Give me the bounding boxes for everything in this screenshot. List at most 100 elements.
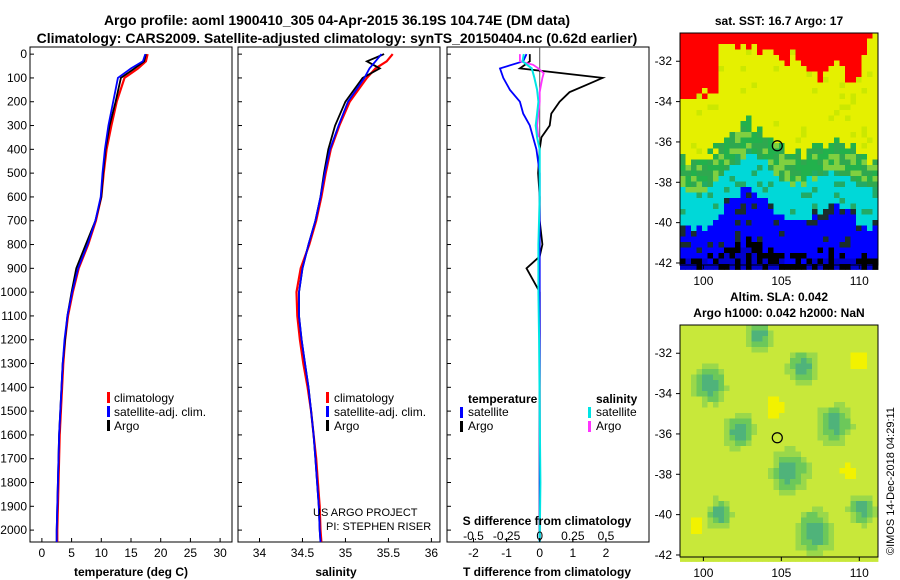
lat-tick-label: -42 — [655, 256, 673, 270]
map-cell — [718, 77, 725, 83]
map-cell — [790, 93, 796, 100]
map-cell — [773, 446, 780, 452]
map-cell — [718, 330, 725, 337]
map-cell — [746, 380, 752, 386]
map-cell — [795, 170, 802, 177]
map-cell — [812, 528, 818, 535]
map-cell — [713, 192, 719, 199]
map-cell — [680, 435, 686, 441]
map-cell — [724, 55, 730, 61]
map-cell — [702, 104, 708, 111]
map-cell — [828, 203, 835, 210]
map-cell — [702, 253, 708, 259]
map-cell — [729, 358, 736, 364]
map-cell — [768, 407, 774, 414]
map-cell — [702, 154, 708, 160]
map-cell — [691, 33, 697, 39]
map-cell — [680, 506, 686, 513]
map-cell — [746, 341, 752, 348]
map-cell — [696, 473, 703, 480]
map-cell — [735, 517, 741, 524]
map-cell — [746, 55, 752, 61]
map-cell — [790, 187, 796, 193]
map-cell — [768, 88, 774, 94]
map-cell — [707, 132, 714, 138]
map-cell — [779, 33, 785, 39]
map-cell — [861, 446, 868, 452]
map-cell — [856, 545, 862, 551]
map-cell — [740, 424, 747, 430]
map-cell — [834, 462, 840, 469]
map-cell — [834, 264, 840, 270]
map-cell — [867, 236, 873, 243]
map-cell — [768, 258, 774, 265]
map-cell — [861, 336, 868, 342]
map-cell — [823, 468, 829, 474]
map-cell — [806, 418, 813, 425]
map-cell — [790, 137, 796, 144]
map-cell — [856, 231, 862, 237]
depth-tick-label: 600 — [7, 190, 27, 204]
map-cell — [806, 325, 813, 331]
map-cell — [795, 501, 802, 507]
map-cell — [680, 225, 686, 232]
map-cell — [872, 49, 879, 56]
map-cell — [735, 528, 741, 535]
map-cell — [845, 418, 851, 425]
map-cell — [779, 512, 785, 518]
map-cell — [812, 154, 818, 160]
map-cell — [751, 143, 758, 149]
map-cell — [784, 170, 791, 177]
depth-tick-label: 100 — [7, 71, 27, 85]
map-cell — [861, 380, 868, 386]
map-cell — [685, 341, 692, 348]
map-cell — [861, 358, 868, 364]
map-cell — [762, 154, 769, 160]
map-cell — [757, 457, 763, 463]
map-cell — [845, 506, 851, 513]
map-cell — [817, 517, 824, 524]
map-cell — [691, 484, 697, 491]
map-cell — [861, 369, 868, 375]
map-cell — [834, 176, 840, 182]
map-cell — [872, 60, 879, 67]
legend-satellite-label: satellite-adj. clim. — [334, 405, 426, 419]
map-cell — [795, 407, 802, 414]
map-cell — [762, 369, 769, 375]
map-cell — [691, 176, 697, 182]
map-cell — [691, 187, 697, 193]
map-cell — [801, 446, 807, 452]
sla-map-frame — [679, 324, 879, 558]
map-cell — [812, 330, 818, 337]
map-cell — [839, 451, 846, 458]
map-cell — [735, 198, 741, 204]
map-cell — [718, 358, 725, 364]
map-cell — [806, 396, 813, 403]
map-cell — [768, 137, 774, 144]
legend-argo-swatch — [107, 420, 110, 431]
map-cell — [751, 545, 758, 551]
map-cell — [768, 44, 774, 50]
map-cell — [680, 99, 686, 105]
map-cell — [828, 484, 835, 491]
map-cell — [806, 187, 813, 193]
map-cell — [718, 121, 725, 127]
map-cell — [856, 539, 862, 546]
map-cell — [680, 170, 686, 177]
map-cell — [823, 440, 829, 447]
map-cell — [834, 501, 840, 507]
map-cell — [790, 115, 796, 122]
map-cell — [680, 402, 686, 408]
map-cell — [784, 71, 791, 78]
map-cell — [773, 336, 780, 342]
map-cell — [839, 539, 846, 546]
map-cell — [795, 457, 802, 463]
map-cell — [812, 534, 818, 540]
map-cell — [779, 225, 785, 232]
map-cell — [861, 71, 868, 78]
map-cell — [812, 385, 818, 392]
map-cell — [718, 501, 725, 507]
map-cell — [801, 44, 807, 50]
map-cell — [872, 187, 879, 193]
